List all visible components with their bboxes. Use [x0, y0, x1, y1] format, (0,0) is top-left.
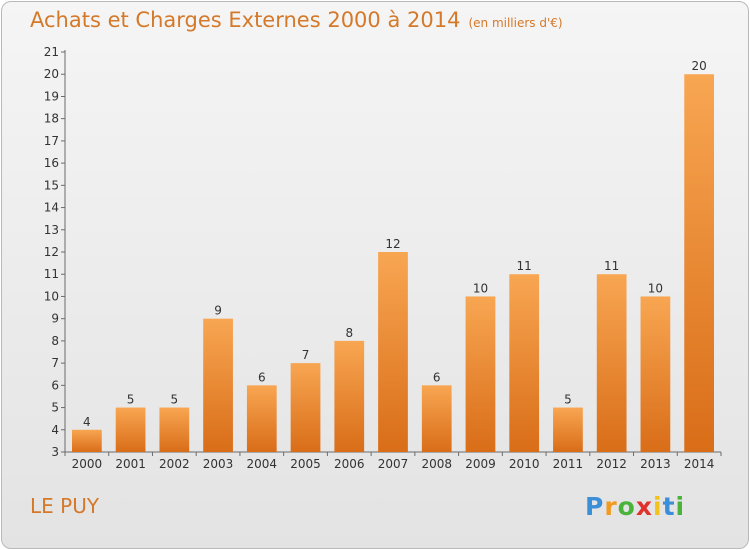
data-label-2010: 11	[517, 259, 532, 273]
data-label-2000: 4	[83, 415, 91, 429]
x-tick-label-2000: 2000	[72, 457, 103, 471]
bar-2013	[640, 296, 671, 452]
data-label-2006: 8	[345, 326, 353, 340]
data-label-2011: 5	[564, 393, 572, 407]
y-tick-label: 12	[44, 245, 59, 259]
bar-2009	[465, 296, 496, 452]
bar-2007	[378, 252, 408, 452]
x-tick-label-2013: 2013	[640, 457, 671, 471]
x-tick-label-2014: 2014	[684, 457, 715, 471]
data-label-2004: 6	[258, 370, 266, 384]
data-label-2008: 6	[433, 370, 441, 384]
y-tick-label: 7	[51, 356, 59, 370]
proxiti-logo[interactable]: Proxiti	[585, 492, 685, 521]
logo-letter: x	[635, 492, 653, 521]
logo-letter: t	[662, 492, 676, 521]
bar-2014	[684, 74, 715, 452]
x-tick-label-2012: 2012	[596, 457, 627, 471]
x-tick-label-2007: 2007	[378, 457, 409, 471]
logo-letter: P	[585, 492, 605, 521]
logo-letter: i	[675, 492, 686, 521]
y-tick-label: 8	[51, 334, 59, 348]
data-label-2007: 12	[385, 237, 400, 251]
data-labels: 4 5 5 9 6 7 8 12 6 10 11 5 11 10 20	[83, 59, 707, 429]
bars	[71, 74, 715, 452]
bar-2002	[159, 407, 190, 452]
y-tick-label: 3	[51, 445, 59, 459]
x-tick-label-2005: 2005	[290, 457, 321, 471]
bar-2010	[509, 274, 540, 452]
y-tick-label: 10	[44, 289, 59, 303]
logo-letter: r	[604, 492, 618, 521]
bar-2008	[421, 385, 452, 452]
x-tick-label-2001: 2001	[115, 457, 146, 471]
y-tick-label: 20	[44, 67, 59, 81]
place-name: LE PUY	[30, 494, 100, 518]
y-tick-label: 6	[51, 378, 59, 392]
y-tick-label: 11	[44, 267, 59, 281]
x-tick-label-2006: 2006	[334, 457, 365, 471]
bar-2006	[334, 340, 365, 452]
y-tick-label: 9	[51, 312, 59, 326]
y-tick-label: 21	[44, 45, 59, 59]
bar-2012	[596, 274, 627, 452]
chart-title: Achats et Charges Externes 2000 à 2014 (e…	[30, 8, 563, 32]
y-tick-label: 15	[44, 178, 59, 192]
data-label-2002: 5	[171, 393, 179, 407]
x-tick-labels: 2000 2001 2002 2003 2004 2005 2006 2007 2008 2009…	[72, 457, 715, 471]
y-tick-label: 19	[44, 89, 59, 103]
y-tick-label: 14	[44, 201, 59, 215]
x-tick-label-2009: 2009	[465, 457, 496, 471]
data-label-2005: 7	[302, 348, 310, 362]
x-tick-label-2011: 2011	[553, 457, 584, 471]
data-label-2014: 20	[691, 59, 706, 73]
x-tick-label-2002: 2002	[159, 457, 190, 471]
x-tick-label-2004: 2004	[247, 457, 278, 471]
chart-unit: (en milliers d'€)	[468, 16, 563, 30]
bar-2011	[553, 407, 583, 452]
y-tick-label: 17	[44, 134, 59, 148]
chart-title-text: Achats et Charges Externes 2000 à 2014	[30, 8, 461, 32]
y-tick-label: 13	[44, 223, 59, 237]
logo-letter: o	[617, 492, 636, 521]
data-label-2009: 10	[473, 281, 488, 295]
x-tick-label-2010: 2010	[509, 457, 540, 471]
y-tick-label: 5	[51, 401, 59, 415]
x-tick-label-2003: 2003	[203, 457, 234, 471]
data-label-2013: 10	[648, 281, 663, 295]
y-tick-label: 18	[44, 112, 59, 126]
bar-2000	[71, 429, 102, 452]
data-label-2001: 5	[127, 393, 135, 407]
bar-2001	[115, 407, 146, 452]
data-label-2012: 11	[604, 259, 619, 273]
data-label-2003: 9	[214, 304, 222, 318]
bar-2005	[290, 363, 321, 452]
y-tick-labels: 3 4 5 6 7 8 9 10 11 12 13 14 15 16 17 18 19 20 21	[44, 45, 59, 459]
y-tick-label: 4	[51, 423, 59, 437]
bar-2003	[203, 318, 233, 452]
logo-letter: i	[653, 492, 663, 521]
bar-2004	[246, 385, 277, 452]
y-tick-label: 16	[44, 156, 59, 170]
x-tick-label-2008: 2008	[421, 457, 452, 471]
